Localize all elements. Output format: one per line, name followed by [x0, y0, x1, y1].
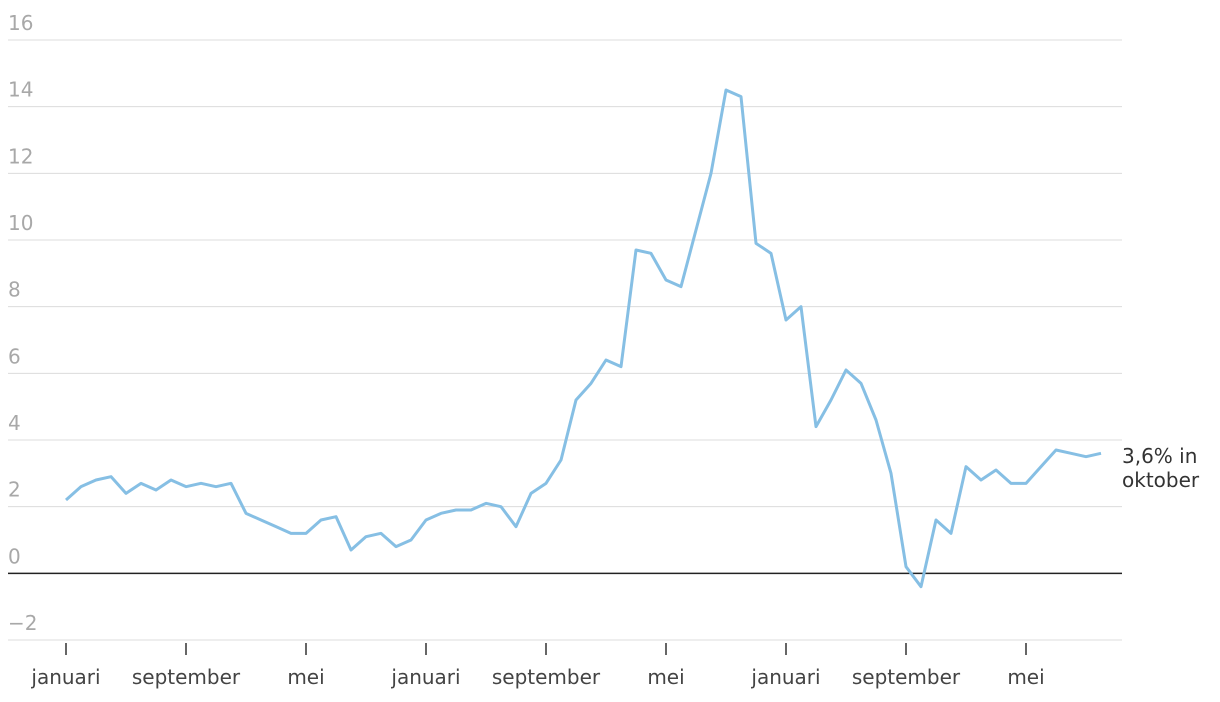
y-tick-label: 14	[8, 78, 33, 102]
x-tick-label: januari	[390, 665, 460, 689]
x-tick-label: september	[492, 665, 601, 689]
x-tick-label: mei	[1007, 665, 1044, 689]
x-tick-label: januari	[750, 665, 820, 689]
annotation: 3,6% in	[1122, 444, 1197, 468]
x-tick-label: januari	[30, 665, 100, 689]
y-tick-label: 4	[8, 411, 21, 435]
x-tick-label: mei	[647, 665, 684, 689]
y-tick-label: −2	[8, 611, 37, 635]
y-tick-label: 0	[8, 544, 21, 568]
y-tick-label: 6	[8, 344, 21, 368]
y-tick-label: 16	[8, 11, 33, 35]
x-tick-label: mei	[287, 665, 324, 689]
x-tick-label: september	[852, 665, 961, 689]
line-series	[65, 88, 1102, 589]
y-tick-label: 8	[8, 278, 21, 302]
x-tick-label: september	[132, 665, 241, 689]
y-tick-label: 10	[8, 211, 33, 235]
y-tick-label: 12	[8, 144, 33, 168]
y-tick-label: 2	[8, 478, 21, 502]
annotation: oktober	[1122, 468, 1200, 492]
